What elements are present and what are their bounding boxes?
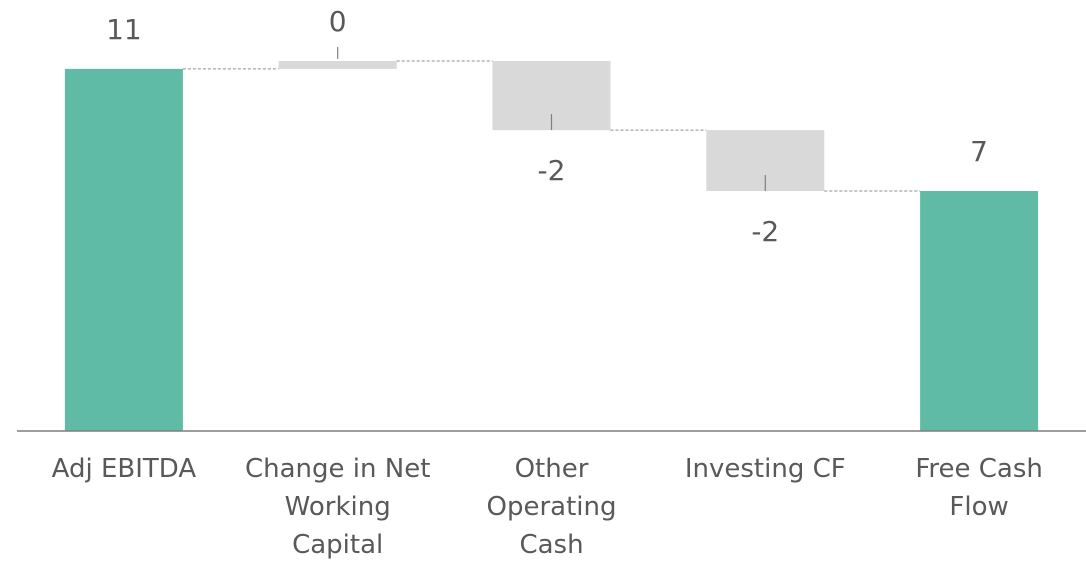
bar [920,191,1039,431]
value-label: 7 [970,135,988,168]
x-tick-label: Investing CF [684,454,846,484]
value-label: -2 [751,215,779,248]
value-label: 11 [106,13,142,46]
value-label: 0 [329,5,347,38]
x-tick-label: Other Operating Cash [486,454,617,560]
bar [64,68,183,431]
x-tick-label: Adj EBITDA [51,454,197,484]
bar [278,61,397,69]
x-tick-label: Free Cash Flow [915,454,1043,522]
value-label: -2 [538,154,566,187]
x-tick-label: Change in Net Working Capital [244,454,431,560]
